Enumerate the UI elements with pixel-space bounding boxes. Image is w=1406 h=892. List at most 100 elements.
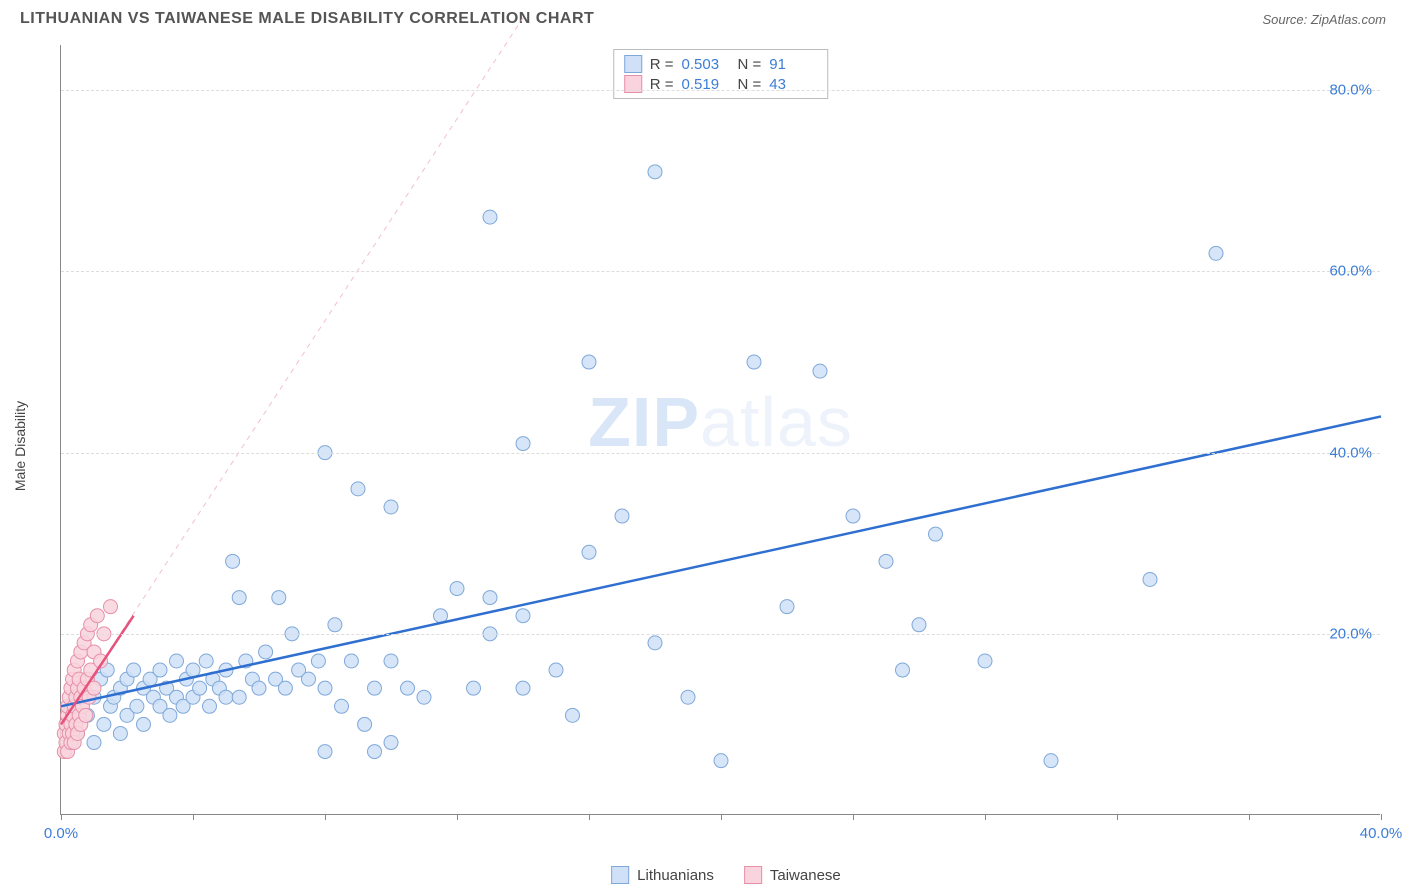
data-point	[978, 654, 992, 668]
data-point	[104, 600, 118, 614]
source-label: Source: ZipAtlas.com	[1262, 12, 1386, 27]
data-point	[516, 609, 530, 623]
data-point	[170, 654, 184, 668]
data-point	[1209, 246, 1223, 260]
data-point	[813, 364, 827, 378]
data-point	[97, 717, 111, 731]
data-point	[259, 645, 273, 659]
data-point	[252, 681, 266, 695]
legend-item: Lithuanians	[611, 866, 714, 884]
data-point	[232, 591, 246, 605]
data-point	[127, 663, 141, 677]
swatch-icon	[611, 866, 629, 884]
x-tick	[193, 814, 194, 820]
data-point	[780, 600, 794, 614]
x-tick	[853, 814, 854, 820]
stats-box: R =0.503N =91R =0.519N =43	[613, 49, 829, 99]
data-point	[912, 618, 926, 632]
trend-line	[61, 416, 1381, 706]
data-point	[714, 754, 728, 768]
data-point	[846, 509, 860, 523]
y-tick-label: 60.0%	[1329, 263, 1372, 280]
data-point	[467, 681, 481, 695]
data-point	[318, 745, 332, 759]
data-point	[483, 210, 497, 224]
data-point	[193, 681, 207, 695]
x-tick	[985, 814, 986, 820]
r-label: R =	[650, 56, 674, 73]
data-point	[549, 663, 563, 677]
data-point	[87, 736, 101, 750]
chart-title: LITHUANIAN VS TAIWANESE MALE DISABILITY …	[20, 10, 594, 28]
legend-item: Taiwanese	[744, 866, 841, 884]
data-point	[1044, 754, 1058, 768]
data-point	[615, 509, 629, 523]
data-point	[232, 690, 246, 704]
n-value: 91	[769, 56, 817, 73]
x-tick-label: 40.0%	[1360, 825, 1403, 842]
x-tick	[457, 814, 458, 820]
gridline	[61, 453, 1380, 454]
data-point	[130, 699, 144, 713]
gridline	[61, 90, 1380, 91]
data-point	[368, 745, 382, 759]
gridline	[61, 271, 1380, 272]
data-point	[896, 663, 910, 677]
data-point	[450, 582, 464, 596]
data-point	[79, 708, 93, 722]
data-point	[199, 654, 213, 668]
data-point	[516, 437, 530, 451]
data-point	[516, 681, 530, 695]
data-point	[582, 545, 596, 559]
data-point	[879, 554, 893, 568]
data-point	[1143, 572, 1157, 586]
x-tick	[325, 814, 326, 820]
data-point	[401, 681, 415, 695]
data-point	[384, 654, 398, 668]
data-point	[137, 717, 151, 731]
y-tick-label: 40.0%	[1329, 444, 1372, 461]
data-point	[153, 663, 167, 677]
scatter-svg	[61, 45, 1380, 814]
data-point	[311, 654, 325, 668]
data-point	[351, 482, 365, 496]
legend-label: Lithuanians	[637, 867, 714, 884]
x-tick-label: 0.0%	[44, 825, 78, 842]
data-point	[582, 355, 596, 369]
chart-plot-area: ZIPatlas R =0.503N =91R =0.519N =43 20.0…	[60, 45, 1380, 815]
swatch-icon	[624, 55, 642, 73]
y-axis-label: Male Disability	[12, 401, 28, 491]
legend: Lithuanians Taiwanese	[611, 866, 841, 884]
data-point	[163, 708, 177, 722]
data-point	[302, 672, 316, 686]
r-value: 0.503	[682, 56, 730, 73]
data-point	[113, 726, 127, 740]
data-point	[368, 681, 382, 695]
header: LITHUANIAN VS TAIWANESE MALE DISABILITY …	[0, 0, 1406, 28]
stats-row: R = 0.503 N = 91	[624, 54, 818, 74]
data-point	[483, 591, 497, 605]
swatch-icon	[744, 866, 762, 884]
y-tick-label: 20.0%	[1329, 625, 1372, 642]
data-point	[278, 681, 292, 695]
data-point	[219, 690, 233, 704]
x-tick	[1117, 814, 1118, 820]
legend-label: Taiwanese	[770, 867, 841, 884]
data-point	[203, 699, 217, 713]
data-point	[90, 609, 104, 623]
x-tick	[721, 814, 722, 820]
data-point	[384, 500, 398, 514]
data-point	[681, 690, 695, 704]
y-tick-label: 80.0%	[1329, 82, 1372, 99]
x-tick	[589, 814, 590, 820]
gridline	[61, 634, 1380, 635]
x-tick	[1249, 814, 1250, 820]
data-point	[226, 554, 240, 568]
data-point	[328, 618, 342, 632]
data-point	[417, 690, 431, 704]
data-point	[648, 636, 662, 650]
n-label: N =	[738, 56, 762, 73]
data-point	[747, 355, 761, 369]
x-tick	[61, 814, 62, 820]
data-point	[272, 591, 286, 605]
